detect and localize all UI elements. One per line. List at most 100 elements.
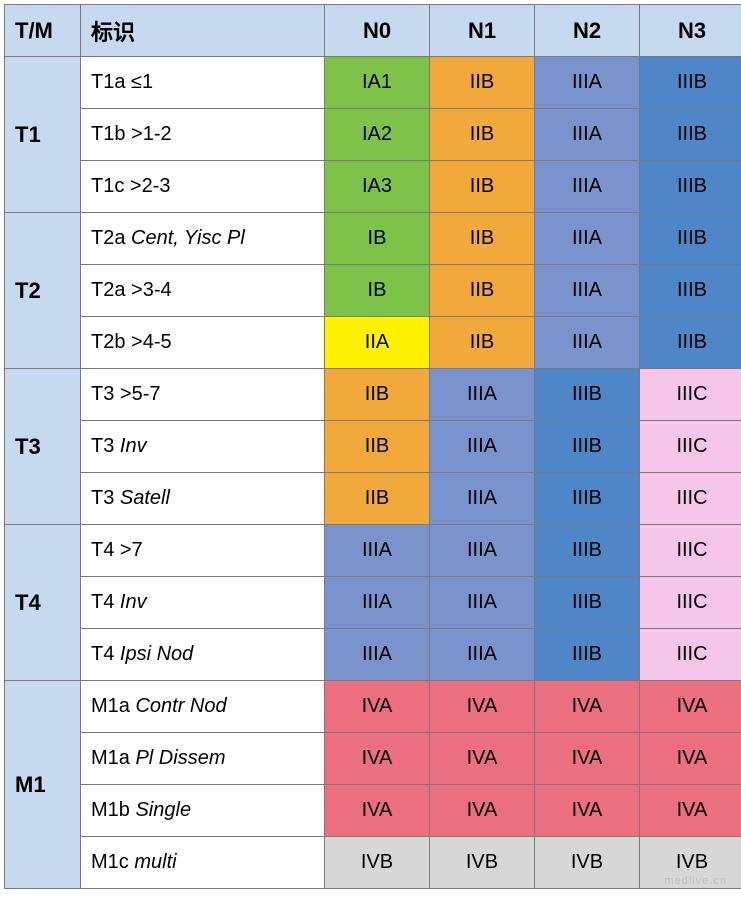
stage-cell: IVA bbox=[535, 681, 640, 733]
row-label: T4 Inv bbox=[81, 577, 325, 629]
stage-cell: IIIA bbox=[535, 213, 640, 265]
stage-cell: IIB bbox=[430, 57, 535, 109]
stage-cell: IIIC bbox=[640, 577, 741, 629]
table-row: T1b >1-2IA2IIBIIIAIIIB bbox=[5, 109, 741, 161]
stage-cell: IVA bbox=[535, 785, 640, 837]
stage-cell: IB bbox=[325, 265, 430, 317]
header-label: 标识 bbox=[81, 5, 325, 57]
stage-cell: IB bbox=[325, 213, 430, 265]
stage-cell: IIIB bbox=[640, 213, 741, 265]
stage-cell: IIIA bbox=[325, 577, 430, 629]
table-row: T2b >4-5IIAIIBIIIAIIIB bbox=[5, 317, 741, 369]
stage-cell: IIIB bbox=[535, 369, 640, 421]
row-label: T2a Cent, Yisc Pl bbox=[81, 213, 325, 265]
stage-cell: IVA bbox=[640, 733, 741, 785]
stage-cell: IIIA bbox=[535, 317, 640, 369]
table-row: M1a Pl DissemIVAIVAIVAIVA bbox=[5, 733, 741, 785]
header-n3: N3 bbox=[640, 5, 741, 57]
stage-cell: IIB bbox=[325, 369, 430, 421]
tm-group-cell: T2 bbox=[5, 213, 81, 369]
stage-cell: IIIA bbox=[430, 629, 535, 681]
stage-cell: IIIB bbox=[535, 629, 640, 681]
row-label: T4 Ipsi Nod bbox=[81, 629, 325, 681]
stage-cell: IIIA bbox=[535, 57, 640, 109]
stage-cell: IIIC bbox=[640, 369, 741, 421]
header-n2: N2 bbox=[535, 5, 640, 57]
row-label: M1a Contr Nod bbox=[81, 681, 325, 733]
stage-cell: IVA bbox=[325, 733, 430, 785]
table-row: M1c multiIVBIVBIVBIVB bbox=[5, 837, 741, 889]
row-label: M1b Single bbox=[81, 785, 325, 837]
stage-cell: IVB bbox=[640, 837, 741, 889]
header-n0: N0 bbox=[325, 5, 430, 57]
tm-group-cell: T1 bbox=[5, 57, 81, 213]
row-label: M1a Pl Dissem bbox=[81, 733, 325, 785]
stage-cell: IIIC bbox=[640, 525, 741, 577]
table-row: T4T4 >7IIIAIIIAIIIBIIIC bbox=[5, 525, 741, 577]
stage-cell: IVA bbox=[325, 785, 430, 837]
stage-cell: IVA bbox=[325, 681, 430, 733]
stage-cell: IA2 bbox=[325, 109, 430, 161]
tm-group-cell: T3 bbox=[5, 369, 81, 525]
row-label: T1c >2-3 bbox=[81, 161, 325, 213]
tm-group-cell: T4 bbox=[5, 525, 81, 681]
table-row: T2T2a Cent, Yisc PlIBIIBIIIAIIIB bbox=[5, 213, 741, 265]
stage-cell: IVB bbox=[325, 837, 430, 889]
table-row: M1M1a Contr NodIVAIVAIVAIVA bbox=[5, 681, 741, 733]
table-row: T4 InvIIIAIIIAIIIBIIIC bbox=[5, 577, 741, 629]
stage-cell: IIIC bbox=[640, 421, 741, 473]
row-label: T2a >3-4 bbox=[81, 265, 325, 317]
row-label: T3 Satell bbox=[81, 473, 325, 525]
staging-table: T/M 标识 N0 N1 N2 N3 T1T1a ≤1IA1IIBIIIAIII… bbox=[4, 4, 741, 889]
stage-cell: IIIA bbox=[325, 525, 430, 577]
stage-cell: IIIB bbox=[640, 265, 741, 317]
stage-cell: IVA bbox=[430, 785, 535, 837]
stage-cell: IIIA bbox=[430, 421, 535, 473]
row-label: T3 Inv bbox=[81, 421, 325, 473]
stage-cell: IIIB bbox=[640, 317, 741, 369]
stage-cell: IIIB bbox=[535, 421, 640, 473]
stage-cell: IIIA bbox=[430, 369, 535, 421]
header-tm: T/M bbox=[5, 5, 81, 57]
tm-group-cell: M1 bbox=[5, 681, 81, 889]
stage-cell: IVA bbox=[640, 681, 741, 733]
stage-cell: IVA bbox=[535, 733, 640, 785]
stage-cell: IIIA bbox=[430, 525, 535, 577]
stage-cell: IVA bbox=[430, 733, 535, 785]
stage-cell: IIIC bbox=[640, 629, 741, 681]
row-label: T3 >5-7 bbox=[81, 369, 325, 421]
table-row: M1b SingleIVAIVAIVAIVA bbox=[5, 785, 741, 837]
stage-cell: IVB bbox=[535, 837, 640, 889]
stage-cell: IIIC bbox=[640, 473, 741, 525]
stage-cell: IIIA bbox=[325, 629, 430, 681]
stage-cell: IIIA bbox=[430, 473, 535, 525]
table-row: T2a >3-4IBIIBIIIAIIIB bbox=[5, 265, 741, 317]
stage-cell: IA3 bbox=[325, 161, 430, 213]
stage-cell: IIIA bbox=[535, 265, 640, 317]
row-label: T1b >1-2 bbox=[81, 109, 325, 161]
row-label: T1a ≤1 bbox=[81, 57, 325, 109]
stage-cell: IIIA bbox=[430, 577, 535, 629]
stage-cell: IIB bbox=[430, 317, 535, 369]
stage-cell: IVA bbox=[430, 681, 535, 733]
stage-cell: IIB bbox=[430, 265, 535, 317]
stage-cell: IIIB bbox=[640, 109, 741, 161]
header-n1: N1 bbox=[430, 5, 535, 57]
stage-cell: IIB bbox=[430, 109, 535, 161]
row-label: T4 >7 bbox=[81, 525, 325, 577]
stage-cell: IIIB bbox=[640, 57, 741, 109]
stage-cell: IA1 bbox=[325, 57, 430, 109]
table-row: T3 InvIIBIIIAIIIBIIIC bbox=[5, 421, 741, 473]
stage-cell: IIB bbox=[325, 473, 430, 525]
table-row: T3T3 >5-7IIBIIIAIIIBIIIC bbox=[5, 369, 741, 421]
stage-cell: IIB bbox=[430, 161, 535, 213]
header-row: T/M 标识 N0 N1 N2 N3 bbox=[5, 5, 741, 57]
stage-cell: IIB bbox=[325, 421, 430, 473]
stage-cell: IVB bbox=[430, 837, 535, 889]
table-row: T3 SatellIIBIIIAIIIBIIIC bbox=[5, 473, 741, 525]
stage-cell: IIIA bbox=[535, 109, 640, 161]
stage-cell: IVA bbox=[640, 785, 741, 837]
row-label: M1c multi bbox=[81, 837, 325, 889]
table-row: T4 Ipsi NodIIIAIIIAIIIBIIIC bbox=[5, 629, 741, 681]
stage-cell: IIIB bbox=[535, 577, 640, 629]
